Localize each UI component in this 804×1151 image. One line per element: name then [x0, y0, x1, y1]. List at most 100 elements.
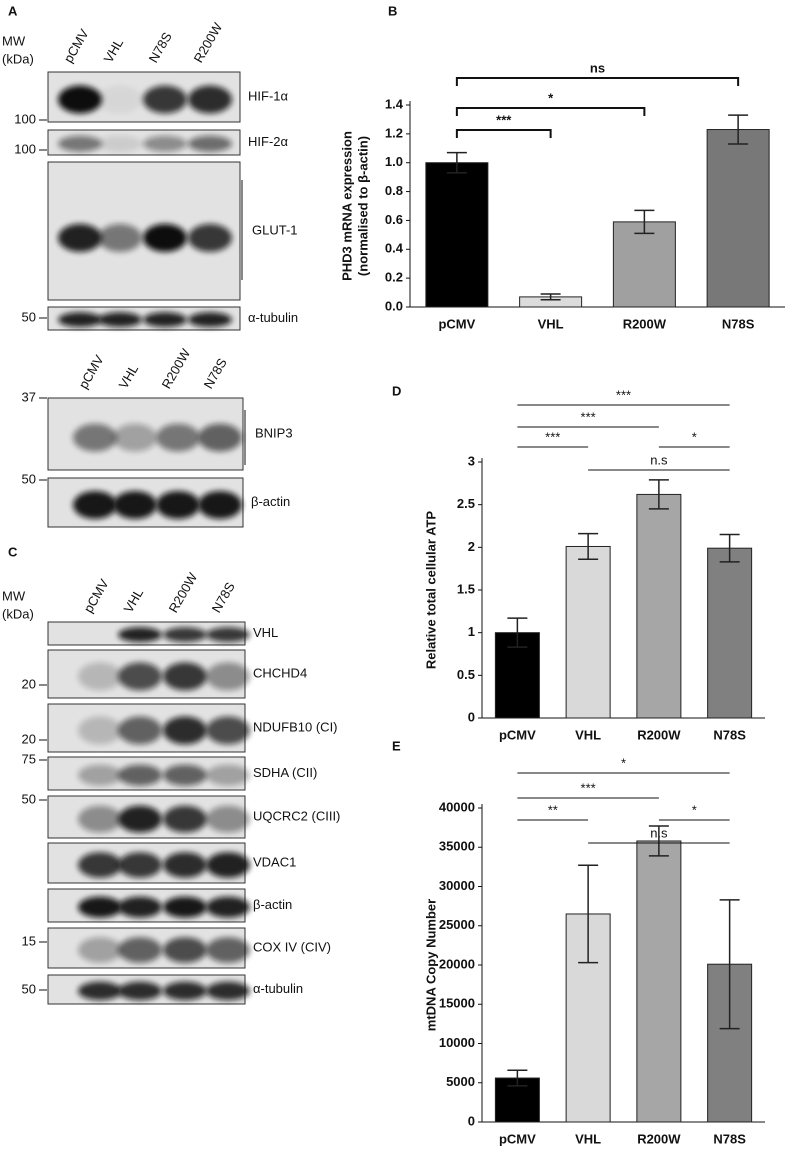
error-bar — [507, 1069, 528, 1087]
band — [156, 490, 200, 519]
row-label: HIF-2α — [248, 134, 289, 149]
row-label: HIF-1α — [248, 88, 289, 103]
band — [206, 852, 250, 878]
band — [163, 662, 207, 691]
error-bar — [446, 151, 467, 174]
significance-label: *** — [616, 387, 631, 402]
y-tick-label: 0 — [468, 709, 475, 724]
band — [58, 85, 102, 114]
band — [206, 716, 250, 745]
band — [118, 852, 162, 878]
band — [206, 896, 250, 918]
row-label: VDAC1 — [253, 854, 296, 869]
row-label: SDHA (CII) — [253, 765, 317, 780]
band — [78, 852, 122, 878]
panel-label: E — [392, 738, 401, 753]
lane-label: N78S — [146, 29, 175, 65]
significance-label: * — [548, 90, 554, 105]
y-axis-label: (normalised to β-actin) — [355, 136, 370, 276]
band — [98, 135, 142, 152]
y-tick-label: 3 — [468, 453, 475, 468]
band — [78, 805, 122, 833]
row-label: COX IV (CIV) — [253, 939, 331, 954]
y-tick-label: 0.6 — [385, 212, 403, 227]
x-tick-label: N78S — [713, 727, 746, 742]
band — [98, 312, 142, 328]
band — [78, 764, 122, 786]
bar — [636, 840, 682, 1123]
x-tick-label: N78S — [713, 1131, 746, 1146]
significance-bracket — [455, 77, 740, 86]
y-axis-label: mtDNA Copy Number — [423, 899, 438, 1031]
significance-bracket — [455, 129, 552, 138]
band — [188, 312, 232, 328]
mw-marker: 20 — [22, 731, 36, 746]
band — [143, 223, 187, 252]
band — [58, 312, 102, 328]
significance-label: * — [621, 755, 626, 770]
mw-marker: 50 — [22, 471, 36, 486]
band — [73, 490, 117, 519]
y-tick-label: 20000 — [439, 956, 475, 971]
band — [206, 627, 250, 643]
x-tick-label: pCMV — [499, 1131, 536, 1146]
x-tick-label: R200W — [623, 316, 667, 331]
bar — [425, 162, 489, 308]
mw-marker: 15 — [22, 933, 36, 948]
row-label: UQCRC2 (CIII) — [253, 808, 340, 823]
band — [198, 423, 242, 452]
y-tick-label: 1.5 — [457, 581, 475, 596]
band — [143, 135, 187, 152]
band — [78, 981, 122, 1001]
y-tick-label: 35000 — [439, 839, 475, 854]
bar — [636, 493, 682, 719]
band — [118, 981, 162, 1001]
panel-label: B — [388, 3, 397, 18]
mw-marker: 20 — [22, 676, 36, 691]
band — [118, 805, 162, 833]
lane-label: R200W — [191, 20, 226, 66]
band — [163, 937, 207, 963]
panel-label: C — [8, 544, 18, 559]
error-bar — [719, 533, 740, 563]
y-tick-label: 1.0 — [385, 154, 403, 169]
mw-label: (kDa) — [2, 51, 34, 66]
y-tick-label: 2.5 — [457, 496, 475, 511]
band — [143, 85, 187, 114]
panel-label: A — [8, 3, 18, 18]
y-tick-label: 30000 — [439, 878, 475, 893]
y-axis-label: PHD3 mRNA expression — [339, 131, 354, 281]
y-tick-label: 0.8 — [385, 183, 403, 198]
significance-label: n.s — [650, 452, 668, 467]
band — [206, 805, 250, 833]
lane-label: N78S — [209, 579, 238, 615]
x-tick-label: VHL — [575, 1131, 601, 1146]
significance-label: n.s — [650, 825, 668, 840]
y-tick-label: 40000 — [439, 799, 475, 814]
band — [163, 852, 207, 878]
y-tick-label: 25000 — [439, 917, 475, 932]
mw-label: (kDa) — [2, 606, 34, 621]
band — [113, 490, 157, 519]
band — [118, 937, 162, 963]
x-tick-label: N78S — [722, 316, 755, 331]
x-tick-label: VHL — [538, 316, 564, 331]
band — [78, 896, 122, 918]
significance-label: * — [692, 802, 697, 817]
significance-label: ns — [590, 60, 605, 75]
significance-label: ** — [548, 802, 558, 817]
lane-label: R200W — [159, 346, 194, 392]
lane-label: VHL — [101, 36, 127, 65]
band — [198, 490, 242, 519]
y-tick-label: 5000 — [446, 1074, 475, 1089]
band — [163, 716, 207, 745]
row-label: α-tubulin — [253, 981, 303, 996]
band — [98, 85, 142, 114]
lane-label: N78S — [201, 355, 230, 391]
mw-marker: 100 — [14, 141, 36, 156]
lane-label: VHL — [116, 362, 142, 391]
band — [143, 312, 187, 328]
x-tick-label: VHL — [575, 727, 601, 742]
y-tick-label: 0.2 — [385, 270, 403, 285]
y-tick-label: 15000 — [439, 996, 475, 1011]
